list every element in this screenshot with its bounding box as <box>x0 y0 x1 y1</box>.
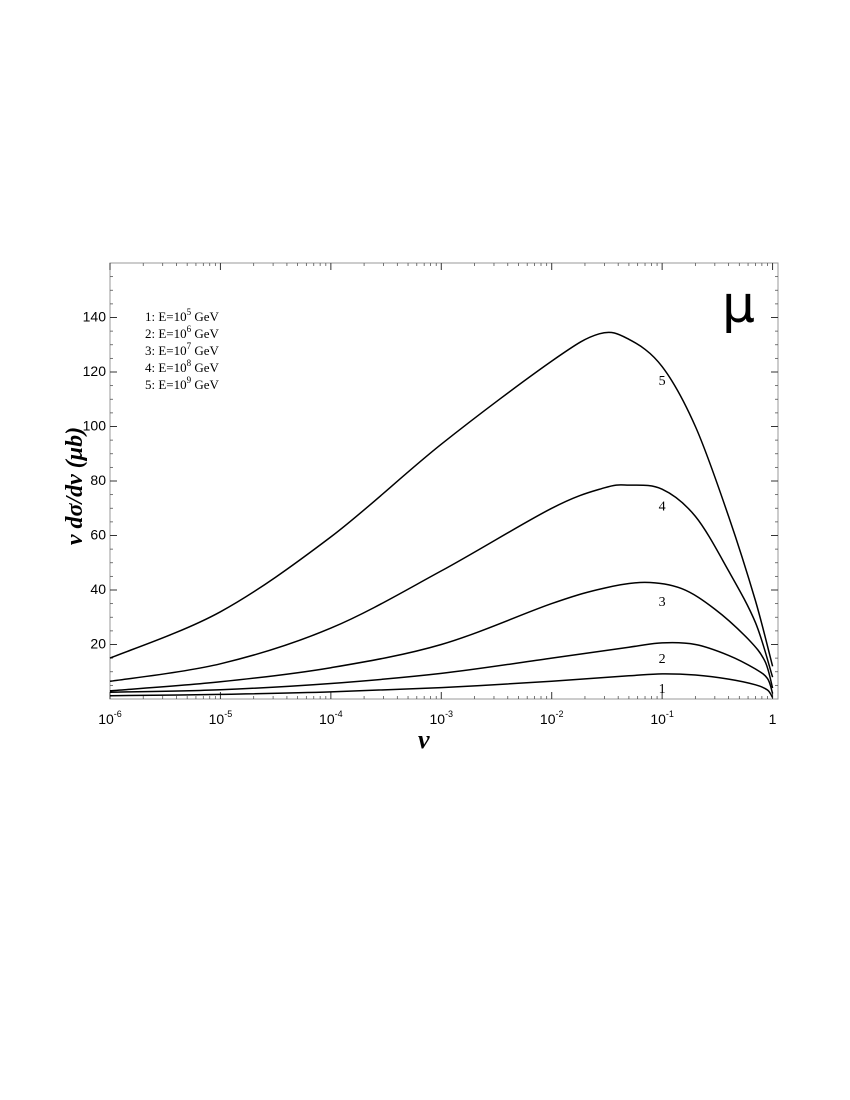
y-axis-title: v dσ/dv (μb) <box>62 427 88 545</box>
text-span: 2: E=10 <box>145 326 187 341</box>
x-axis: 10-6 10-5 10-4 10-3 10-2 10-1 1 <box>98 263 777 727</box>
y-tick-label: 40 <box>90 581 106 597</box>
series-label-3: 3 <box>659 595 666 610</box>
x-tick-label: 1 <box>769 711 777 727</box>
text-span: 1 <box>769 711 777 727</box>
text-span: 10 <box>98 711 114 727</box>
text-span: GeV <box>191 326 219 341</box>
corner-label-mu: μ <box>722 275 755 335</box>
text-span: 10 <box>650 711 666 727</box>
series-line-4 <box>109 484 774 683</box>
superscript: -6 <box>114 709 122 719</box>
text-span: 1: E=10 <box>145 309 187 324</box>
series-label-5: 5 <box>659 374 666 389</box>
text-span: 10 <box>209 711 225 727</box>
y-tick-label: 80 <box>90 472 106 488</box>
legend-item-2: 2: E=106 GeV <box>145 324 220 341</box>
text-span: 4: E=10 <box>145 360 187 375</box>
superscript: 9 <box>187 375 192 385</box>
series-line-2 <box>109 641 774 694</box>
superscript: -4 <box>335 709 343 719</box>
legend-item-3: 3: E=107 GeV <box>145 341 220 358</box>
text-span: 10 <box>319 711 335 727</box>
x-tick-label: 10-4 <box>319 709 343 727</box>
x-tick-label: 10-5 <box>209 709 233 727</box>
superscript: -3 <box>445 709 453 719</box>
x-tick-label: 10-2 <box>540 709 564 727</box>
x-tick-label: 10-3 <box>429 709 453 727</box>
legend-item-1: 1: E=105 GeV <box>145 307 220 324</box>
y-tick-label: 100 <box>83 418 107 434</box>
series-label-4: 4 <box>659 500 666 515</box>
text-span: GeV <box>191 343 219 358</box>
x-tick-label: 10-1 <box>650 709 674 727</box>
y-axis: 20 40 60 80 100 120 140 <box>83 309 778 652</box>
text-span: 10 <box>540 711 556 727</box>
text-span: GeV <box>191 377 219 392</box>
text-span: GeV <box>191 360 219 375</box>
y-tick-label: 60 <box>90 527 106 543</box>
series-line-1 <box>109 673 774 699</box>
superscript: -5 <box>224 709 232 719</box>
y-tick-label: 120 <box>83 363 107 379</box>
minor-ticks <box>110 263 778 699</box>
text-span: GeV <box>191 309 219 324</box>
superscript: 6 <box>187 324 192 334</box>
series-label-2: 2 <box>659 652 666 667</box>
text-span: 5: E=10 <box>145 377 187 392</box>
text-span: 3: E=10 <box>145 343 187 358</box>
superscript: 5 <box>187 307 192 317</box>
y-tick-label: 140 <box>83 309 107 325</box>
x-tick-label: 10-6 <box>98 709 122 727</box>
superscript: 8 <box>187 358 192 368</box>
superscript: -2 <box>555 709 563 719</box>
superscript: -1 <box>666 709 674 719</box>
legend-item-5: 5: E=109 GeV <box>145 375 220 392</box>
legend-item-4: 4: E=108 GeV <box>145 358 220 375</box>
series-line-3 <box>109 581 774 692</box>
y-tick-label: 20 <box>90 636 106 652</box>
text-span: 10 <box>429 711 445 727</box>
series-line-5 <box>109 331 774 667</box>
x-axis-title: v <box>418 725 430 754</box>
series-label-1: 1 <box>659 682 666 697</box>
series-layer: 1 2 3 4 5 <box>109 331 774 699</box>
superscript: 7 <box>187 341 192 351</box>
